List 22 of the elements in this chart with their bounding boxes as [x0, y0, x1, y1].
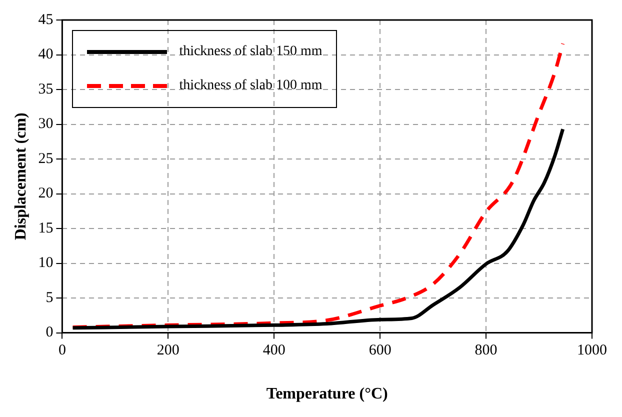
- x-tick-label: 400: [262, 342, 286, 359]
- x-tick-label: 800: [474, 342, 498, 359]
- y-tick-label: 15: [38, 220, 54, 236]
- y-tick-label: 40: [38, 46, 54, 63]
- x-axis-title: Temperature (°C): [266, 386, 388, 403]
- y-tick-label: 30: [38, 116, 54, 132]
- line-series: [71, 127, 565, 330]
- y-axis-title: Displacement (cm): [12, 112, 30, 240]
- y-tick-label: 20: [38, 186, 54, 202]
- legend-label: thickness of slab 100 mm: [179, 78, 322, 94]
- y-tick-label: 10: [38, 255, 54, 272]
- y-tick-label: 5: [46, 290, 54, 306]
- x-tick-label: 200: [156, 342, 180, 359]
- y-tick-label: 35: [38, 81, 54, 98]
- x-tick-label: 0: [58, 342, 66, 359]
- x-tick-label: 600: [368, 342, 392, 359]
- y-tick-label: 25: [38, 150, 54, 167]
- x-tick-label: 1000: [577, 342, 607, 359]
- y-tick-label: 45: [38, 12, 54, 28]
- y-tick-label: 0: [46, 324, 54, 341]
- line-series: [71, 42, 565, 329]
- legend-label: thickness of slab 150 mm: [179, 44, 322, 60]
